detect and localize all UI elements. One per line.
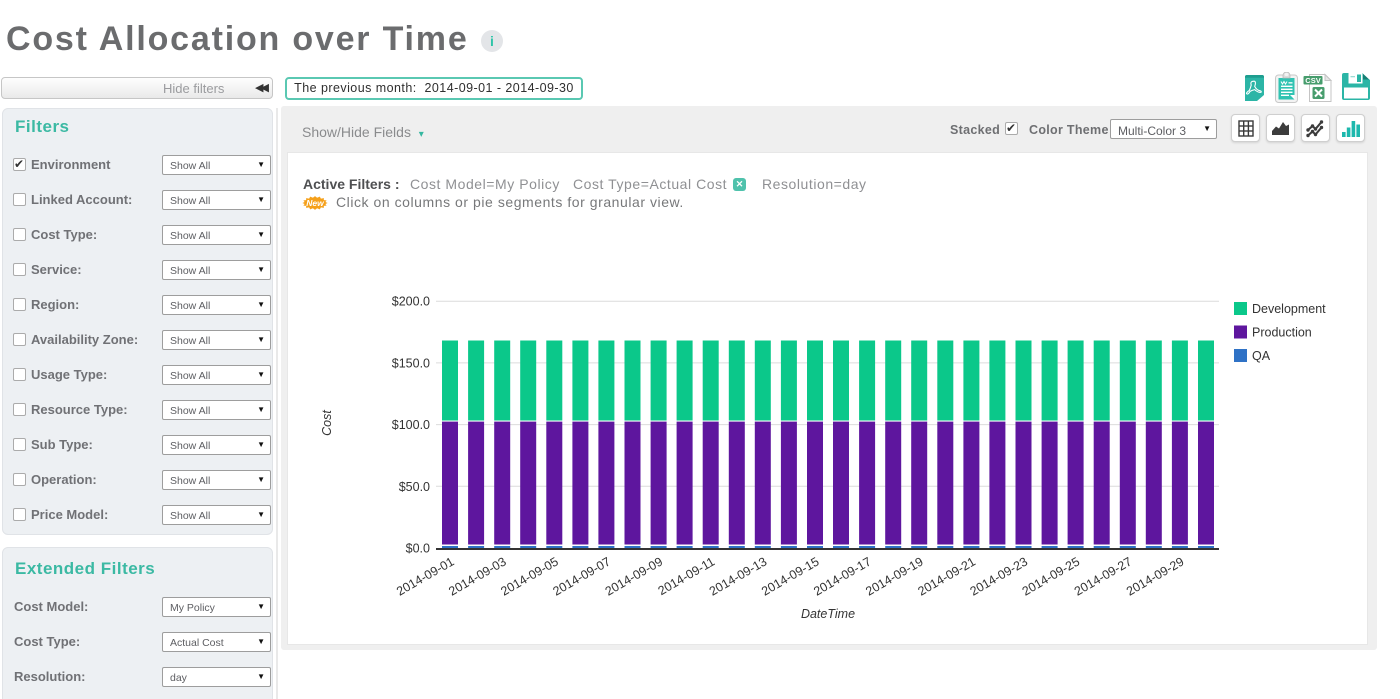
svg-text:2014-09-11: 2014-09-11 xyxy=(656,554,718,598)
svg-text:$50.0: $50.0 xyxy=(399,480,430,494)
svg-text:2014-09-17: 2014-09-17 xyxy=(811,554,873,598)
svg-text:DateTime: DateTime xyxy=(801,607,855,621)
svg-text:2014-09-05: 2014-09-05 xyxy=(498,554,560,598)
svg-text:$200.0: $200.0 xyxy=(392,295,430,309)
svg-text:CSV: CSV xyxy=(1305,76,1320,85)
svg-text:$100.0: $100.0 xyxy=(392,418,430,432)
svg-text:2014-09-21: 2014-09-21 xyxy=(916,554,978,598)
svg-text:2014-09-27: 2014-09-27 xyxy=(1072,554,1134,598)
svg-text:Development: Development xyxy=(1252,302,1326,316)
svg-text:2014-09-29: 2014-09-29 xyxy=(1124,554,1186,598)
svg-text:2014-09-15: 2014-09-15 xyxy=(759,554,821,598)
svg-text:2014-09-25: 2014-09-25 xyxy=(1020,554,1082,598)
svg-text:2014-09-07: 2014-09-07 xyxy=(551,554,613,598)
svg-text:QA: QA xyxy=(1252,349,1271,363)
svg-text:2014-09-13: 2014-09-13 xyxy=(707,554,769,598)
svg-text:2014-09-23: 2014-09-23 xyxy=(968,554,1030,598)
svg-text:Production: Production xyxy=(1252,326,1312,340)
svg-text:$0.0: $0.0 xyxy=(406,542,430,556)
svg-text:New: New xyxy=(306,198,325,208)
svg-text:2014-09-19: 2014-09-19 xyxy=(863,554,925,598)
svg-text:2014-09-09: 2014-09-09 xyxy=(603,554,665,598)
svg-text:$150.0: $150.0 xyxy=(392,356,430,370)
svg-text:Cost: Cost xyxy=(320,410,334,436)
svg-text:2014-09-03: 2014-09-03 xyxy=(446,554,508,598)
svg-text:2014-09-01: 2014-09-01 xyxy=(394,554,456,598)
